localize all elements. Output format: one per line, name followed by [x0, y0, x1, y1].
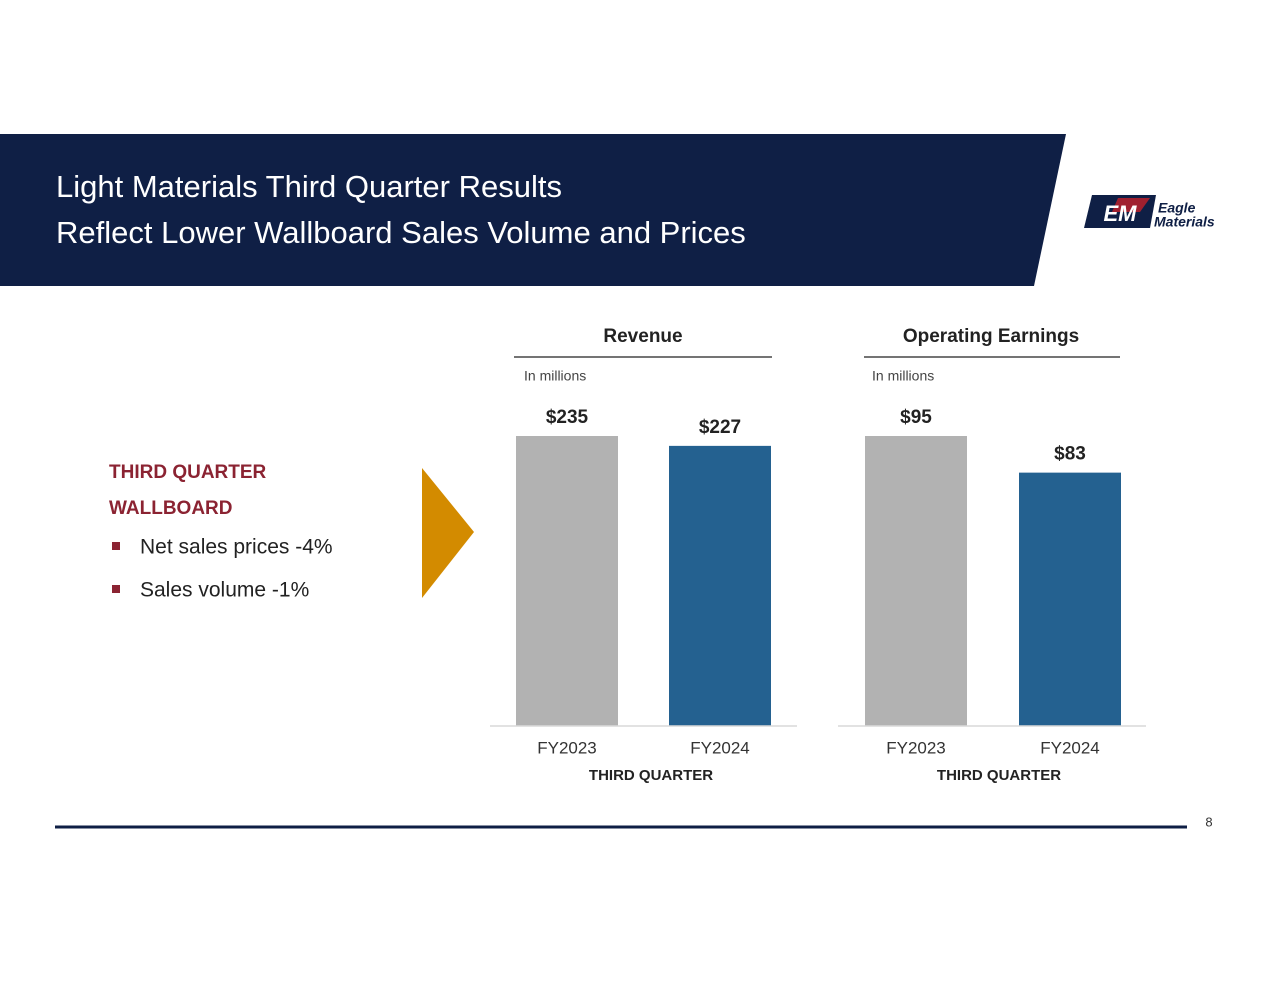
value-label: $227: [699, 417, 741, 438]
page-number: 8: [1205, 814, 1212, 829]
logo-mark: EM: [1104, 201, 1138, 226]
logo-accent: [1112, 198, 1150, 212]
arrow: [422, 468, 474, 598]
chart-subtitle: In millions: [872, 368, 934, 384]
x-tick-label: FY2023: [886, 738, 946, 757]
logo-text: Eagle: [1158, 200, 1196, 216]
bullet-marker: [112, 542, 120, 550]
bar: [865, 436, 967, 726]
header-title: Light Materials Third Quarter Results: [56, 169, 562, 204]
bar: [516, 436, 618, 726]
header-band: [0, 134, 1066, 286]
chart-title: Operating Earnings: [903, 326, 1079, 347]
value-label: $235: [546, 407, 589, 428]
bullet-text: Sales volume -1%: [140, 579, 309, 602]
x-axis-label: THIRD QUARTER: [937, 767, 1061, 784]
x-tick-label: FY2024: [690, 738, 750, 757]
chart-title: Revenue: [603, 326, 682, 347]
logo-text: Materials: [1154, 214, 1215, 230]
logo: EM Eagle Materials: [1084, 195, 1215, 230]
sidebar-heading: THIRD QUARTER: [109, 462, 267, 483]
x-tick-label: FY2024: [1040, 738, 1100, 757]
chart-subtitle: In millions: [524, 368, 586, 384]
bar: [669, 445, 771, 726]
x-axis-label: THIRD QUARTER: [589, 767, 713, 784]
x-tick-label: FY2023: [537, 738, 597, 757]
bar: [1019, 472, 1121, 726]
header-title: Reflect Lower Wallboard Sales Volume and…: [56, 215, 746, 250]
bullet-text: Net sales prices -4%: [140, 536, 333, 559]
bullet-marker: [112, 585, 120, 593]
value-label: $83: [1054, 444, 1086, 465]
sidebar-heading: WALLBOARD: [109, 498, 232, 519]
value-label: $95: [900, 407, 932, 428]
